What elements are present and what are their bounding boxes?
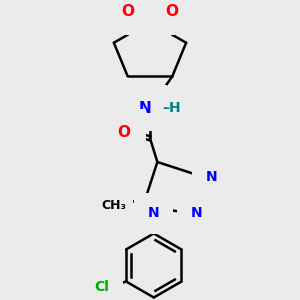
Text: N: N <box>191 206 203 220</box>
Text: –H: –H <box>162 101 181 115</box>
Text: O: O <box>118 125 130 140</box>
Text: CH₃: CH₃ <box>101 199 127 212</box>
Text: N: N <box>148 206 160 220</box>
Text: O: O <box>122 4 134 20</box>
Text: N: N <box>206 170 217 184</box>
Text: S: S <box>145 14 155 29</box>
Text: Cl: Cl <box>94 280 110 295</box>
Text: N: N <box>139 101 152 116</box>
Text: O: O <box>166 4 178 20</box>
